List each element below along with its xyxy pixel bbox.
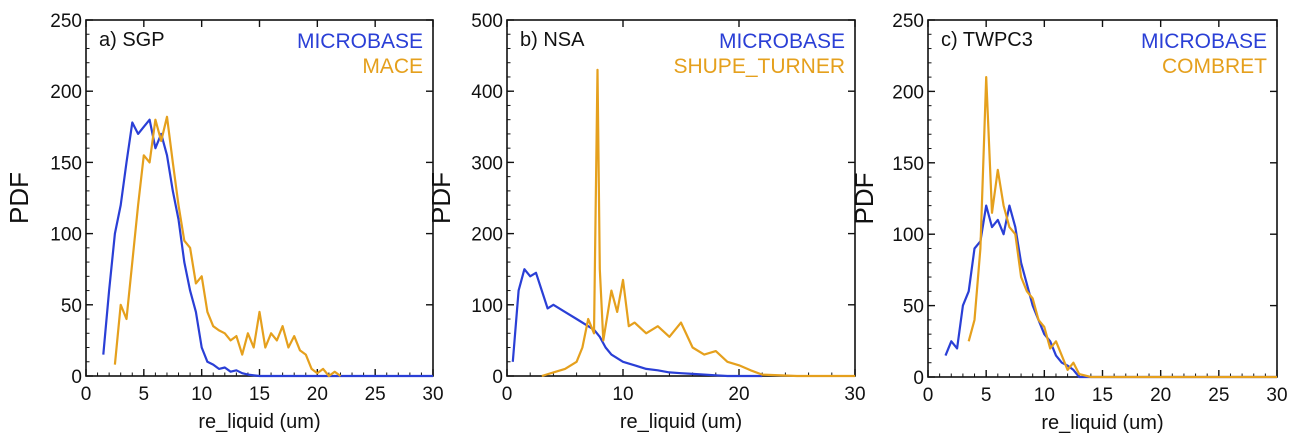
panel-2-ytick-label: 500: [471, 11, 503, 32]
panel-1-ytick-label: 250: [50, 11, 82, 32]
panel-2-xtick-label: 10: [612, 384, 633, 405]
panel-2-ytick-label: 400: [471, 82, 503, 103]
panel-3-series-combret: [967, 75, 1277, 379]
panel-1-xtick-label: 0: [81, 384, 92, 405]
panel-3-ytick-label: 250: [892, 11, 924, 32]
panel-3-xtick-label: 5: [981, 385, 992, 406]
panel-3-legend-microbase: MICROBASE: [1141, 30, 1267, 53]
panel-1-ytick-label: 0: [71, 367, 82, 388]
panel-3-xtick-label: 20: [1150, 385, 1171, 406]
panel-1-series-mace: [113, 115, 342, 378]
panel-2-ytick-label: 0: [492, 367, 503, 388]
panel-1-title: a) SGP: [99, 29, 165, 51]
panel-2-legend-shupe-turner: SHUPE_TURNER: [673, 55, 845, 78]
panel-1-xlabel: re_liquid (um): [198, 411, 320, 433]
panel-1-xtick-label: 30: [422, 384, 443, 405]
panel-2-xtick-label: 20: [728, 384, 749, 405]
panel-1-xtick-label: 10: [191, 384, 212, 405]
panel-1-ytick-label: 100: [50, 225, 82, 246]
panel-1-xtick-label: 15: [249, 384, 270, 405]
panel-1-legend-mace: MACE: [362, 55, 423, 78]
panel-2-title: b) NSA: [520, 29, 585, 51]
panel-3-legend-combret: COMBRET: [1162, 55, 1267, 78]
panel-2-xtick-label: 0: [502, 384, 513, 405]
panel-3-xtick-label: 10: [1034, 385, 1055, 406]
panel-3-ylabel: PDF: [849, 173, 879, 225]
panel-2-legend-microbase: MICROBASE: [719, 30, 845, 53]
panel-3-xtick-label: 15: [1092, 385, 1113, 406]
panel-1-ytick-label: 150: [50, 153, 82, 174]
panel-3-xtick-label: 25: [1208, 385, 1229, 406]
panel-2-ytick-label: 200: [471, 225, 503, 246]
panel-1-series-microbase: [102, 118, 433, 378]
panel-2-series-microbase: [511, 268, 763, 378]
panel-3-xlabel: re_liquid (um): [1041, 412, 1163, 434]
panel-1-xtick-label: 25: [365, 384, 386, 405]
panel-2-ytick-label: 100: [471, 296, 503, 317]
panel-1-legend-microbase: MICROBASE: [297, 30, 423, 53]
panel-2-series-shupe-turner: [541, 68, 855, 378]
panel-3-title: c) TWPC3: [941, 29, 1033, 51]
panel-1-ytick-label: 200: [50, 82, 82, 103]
panel-1-xtick-label: 5: [139, 384, 150, 405]
panel-3-ytick-label: 100: [892, 225, 924, 246]
panel-3-ytick-label: 50: [903, 297, 924, 318]
panel-3-xtick-label: 30: [1266, 385, 1287, 406]
panel-2-ylabel: PDF: [426, 172, 456, 224]
panel-3-series-microbase: [944, 204, 1277, 379]
panel-2-ytick-label: 300: [471, 153, 503, 174]
panel-3-xtick-label: 0: [923, 385, 934, 406]
panel-2-xtick-label: 30: [844, 384, 865, 405]
panel-1-ytick-label: 50: [61, 296, 82, 317]
panel-1-xtick-label: 20: [307, 384, 328, 405]
panel-1-ylabel: PDF: [4, 172, 34, 224]
panel-3-ytick-label: 200: [892, 82, 924, 103]
panel-2-xlabel: re_liquid (um): [620, 411, 742, 433]
panel-2-frame: [506, 19, 856, 377]
panel-3-ytick-label: 0: [913, 368, 924, 389]
panel-3-ytick-label: 150: [892, 154, 924, 175]
